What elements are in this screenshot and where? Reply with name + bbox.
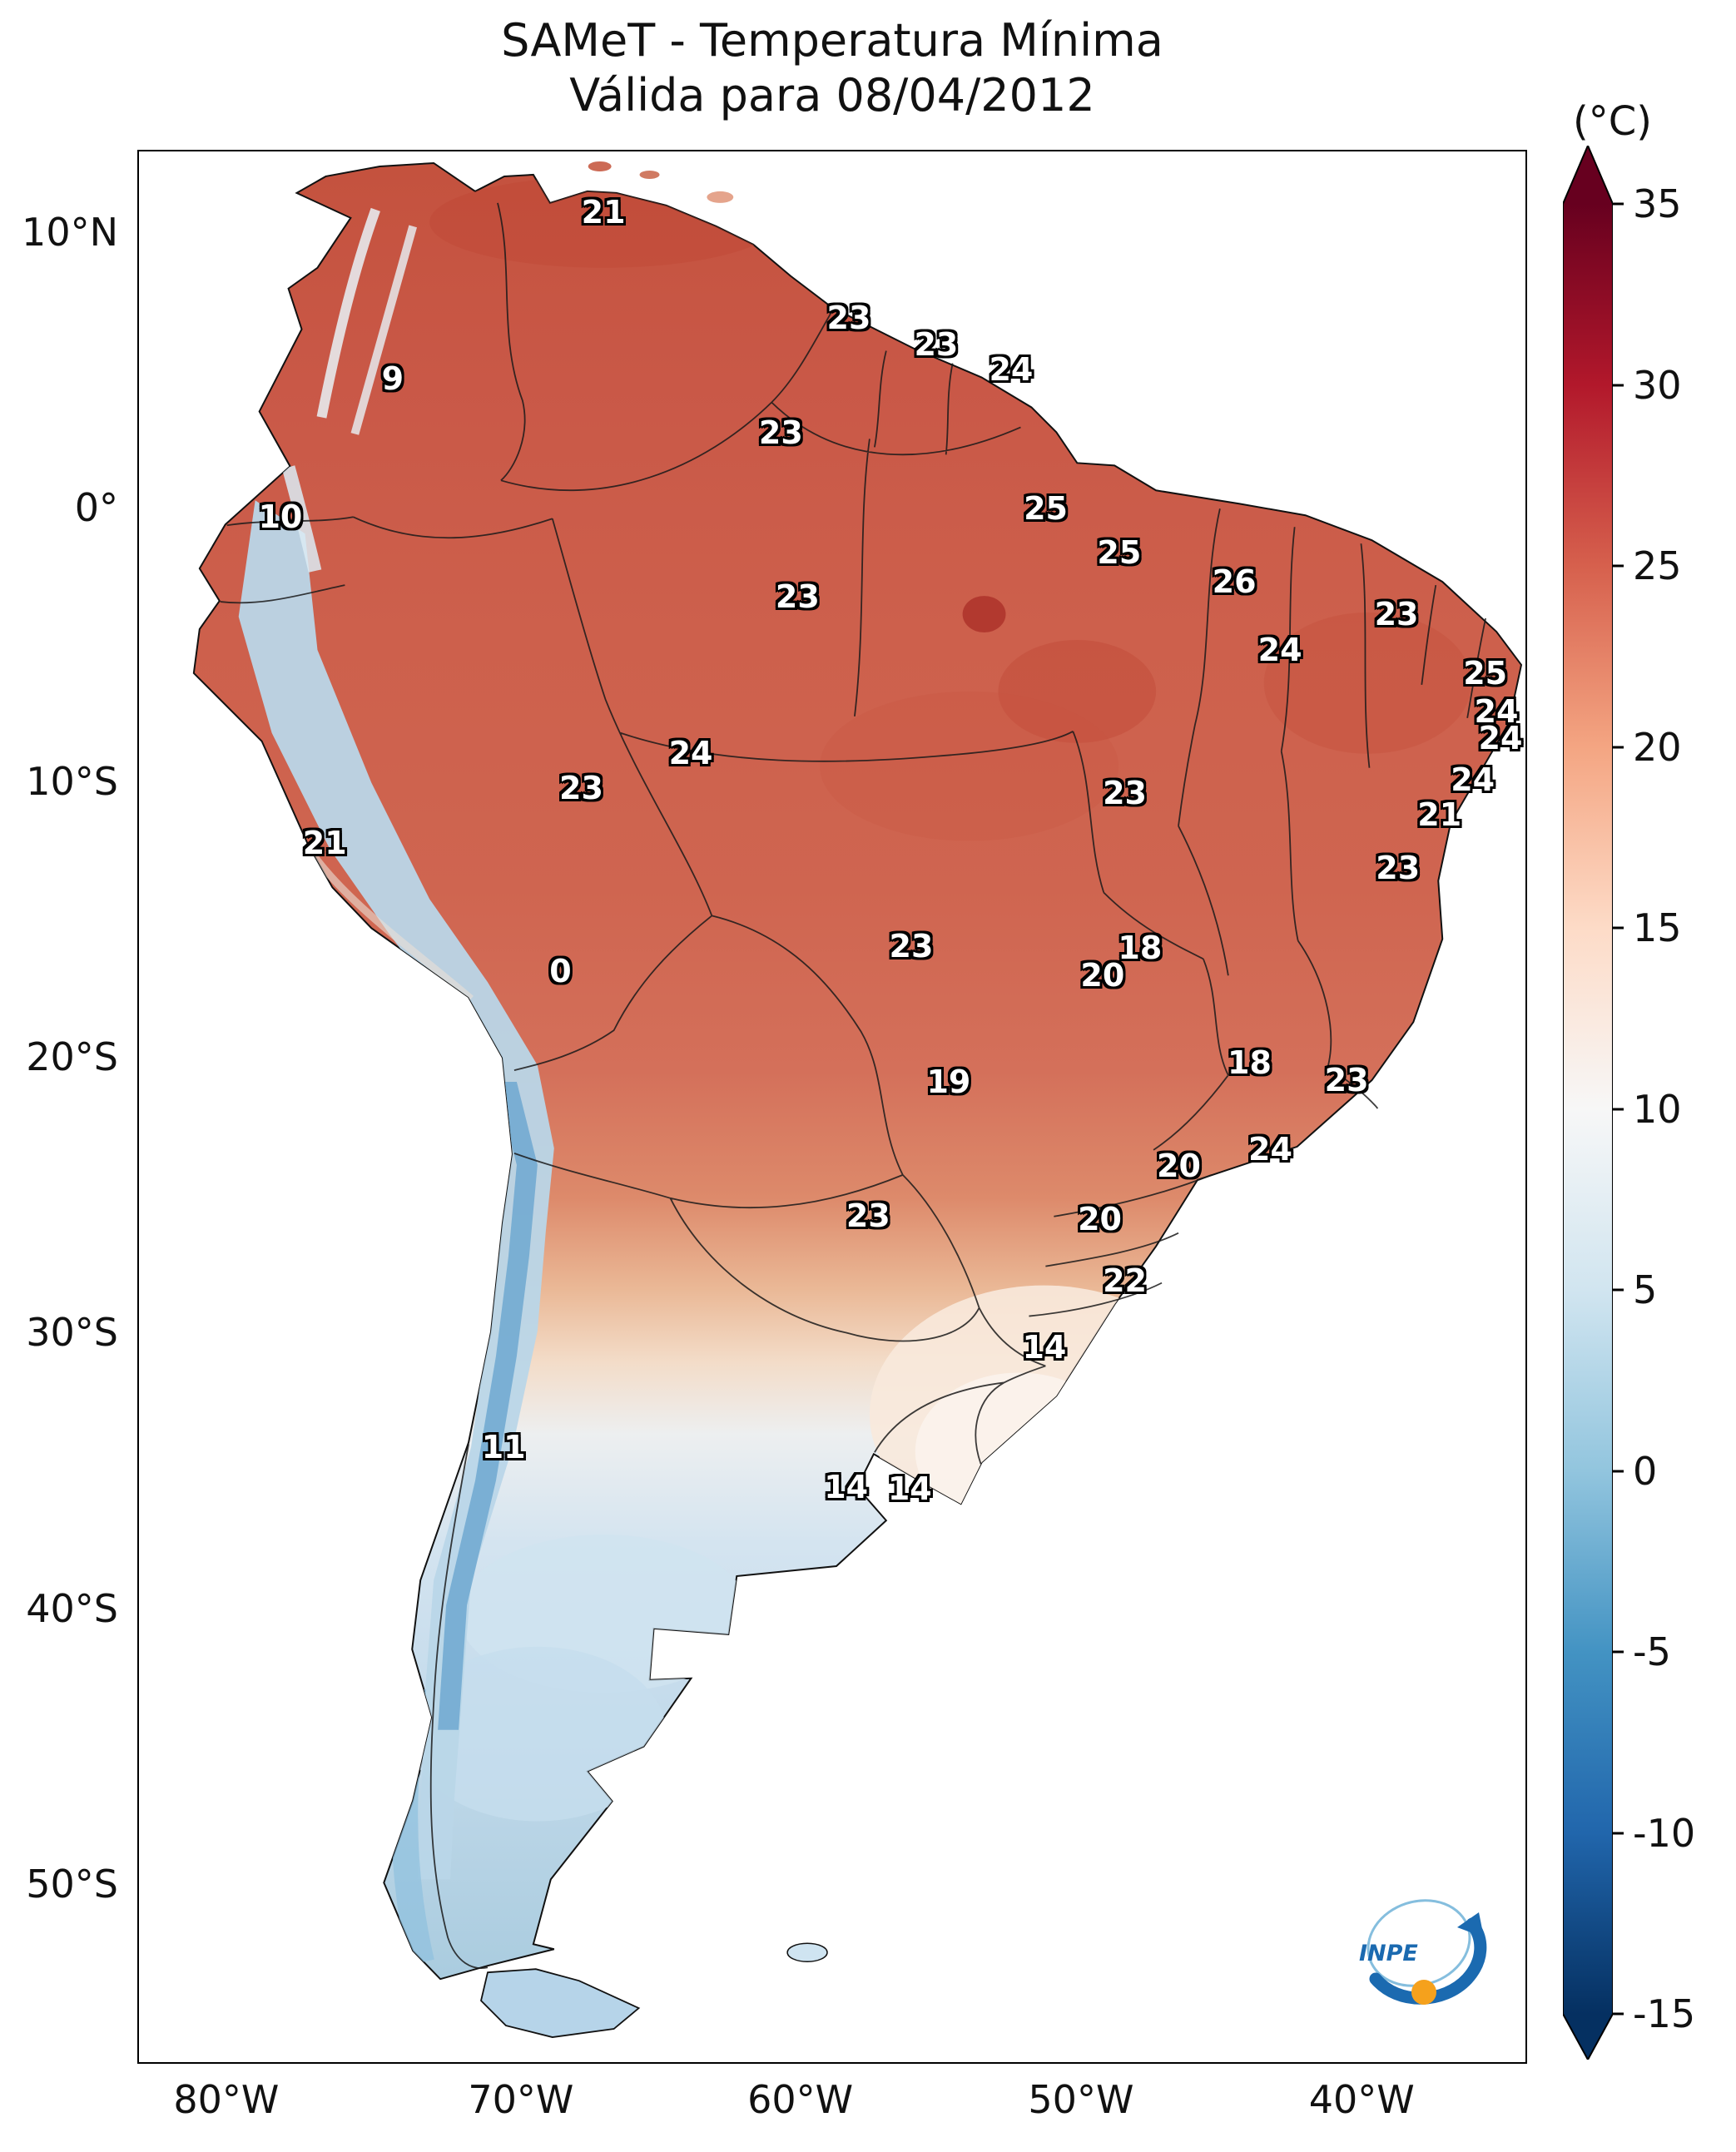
temperature-value-label: 23 bbox=[559, 769, 603, 806]
x-axis-tick-label: 50°W bbox=[1028, 2077, 1134, 2122]
inpe-arrow-swoosh bbox=[1369, 1917, 1487, 2005]
colorbar-tick-label: 25 bbox=[1633, 543, 1682, 588]
temperature-value-label: 18 bbox=[1118, 930, 1163, 967]
temperature-value-label: 11 bbox=[481, 1428, 526, 1465]
y-axis: 10°N 0° 10°S 20°S 30°S 40°S 50°S bbox=[0, 150, 125, 2064]
temperature-value-label: 20 bbox=[1078, 1201, 1122, 1238]
y-axis-tick-label: 20°S bbox=[26, 1034, 118, 1080]
temperature-value-label: 23 bbox=[1103, 775, 1147, 812]
political-borders bbox=[220, 202, 1486, 1969]
x-axis-tick-label: 60°W bbox=[747, 2077, 854, 2122]
colorbar-tick-mark bbox=[1613, 1650, 1624, 1654]
colorbar-tick-mark bbox=[1613, 202, 1624, 206]
temperature-value-label: 23 bbox=[1376, 850, 1421, 886]
colorbar-tick-mark bbox=[1613, 746, 1624, 748]
temperature-value-label: 24 bbox=[989, 350, 1034, 388]
colorbar-tick-mark bbox=[1613, 926, 1624, 930]
colorbar-tick-label: 0 bbox=[1633, 1448, 1658, 1494]
x-axis: 80°W 70°W 60°W 50°W 40°W bbox=[137, 2077, 1527, 2135]
colorbar-tick-mark bbox=[1613, 1288, 1624, 1292]
inpe-arrow-head bbox=[1457, 1912, 1484, 1937]
temperature-value-label: 22 bbox=[1103, 1262, 1147, 1299]
y-axis-tick-label: 50°S bbox=[26, 1861, 118, 1907]
colorbar-gradient bbox=[1563, 146, 1613, 2060]
caribbean-island bbox=[588, 161, 612, 171]
y-axis-tick-label: 10°S bbox=[26, 759, 118, 804]
temperature-value-label: 0 bbox=[549, 952, 572, 989]
colorbar-tick-mark bbox=[1613, 384, 1624, 386]
temperature-value-label: 18 bbox=[1228, 1044, 1272, 1082]
colorbar-tick-label: 5 bbox=[1633, 1267, 1658, 1312]
falkland-islands bbox=[786, 1942, 828, 1962]
temperature-value-label: 24 bbox=[1257, 632, 1302, 669]
x-axis-tick-label: 40°W bbox=[1308, 2077, 1415, 2122]
colorbar-tick-label: 15 bbox=[1633, 905, 1682, 950]
temperature-value-label: 21 bbox=[581, 194, 626, 231]
colorbar-tick-label: -5 bbox=[1633, 1629, 1671, 1674]
figure-title-line1: SAMeT - Temperatura Mínima bbox=[501, 14, 1163, 67]
temperature-value-label: 24 bbox=[1478, 719, 1523, 756]
colorbar: 35 30 25 20 15 10 5 0 -5 -10 -15 bbox=[1563, 146, 1736, 2060]
colorbar-unit-label: (°C) bbox=[1573, 98, 1652, 145]
temperature-value-label: 25 bbox=[1463, 654, 1508, 692]
inpe-orange-dot bbox=[1411, 1980, 1436, 2005]
temperature-value-label: 23 bbox=[1374, 595, 1419, 632]
temperature-value-label: 23 bbox=[914, 325, 959, 363]
y-axis-tick-label: 30°S bbox=[26, 1310, 118, 1356]
colorbar-tick-label: 20 bbox=[1633, 724, 1682, 770]
temperature-value-label: 21 bbox=[1417, 796, 1462, 833]
temperature-value-label: 23 bbox=[846, 1197, 890, 1234]
caribbean-island bbox=[639, 170, 660, 179]
map-plot: 21 23 23 24 9 23 25 10 25 26 23 23 24 25 24 24 24 23 24 23 2… bbox=[137, 150, 1527, 2064]
temperature-value-label: 19 bbox=[926, 1064, 971, 1101]
temperature-value-label: 23 bbox=[775, 578, 820, 615]
temperature-value-label: 23 bbox=[758, 414, 803, 451]
temperature-value-label: 23 bbox=[1324, 1061, 1369, 1098]
colorbar-tick-mark bbox=[1613, 1108, 1624, 1110]
temperature-value-label: 14 bbox=[887, 1470, 932, 1508]
temperature-value-label: 20 bbox=[1080, 956, 1125, 994]
temperature-value-label: 9 bbox=[381, 360, 404, 398]
y-axis-tick-label: 40°S bbox=[26, 1585, 118, 1631]
inpe-logo-text: INPE bbox=[1359, 1941, 1418, 1966]
temperature-value-label: 14 bbox=[1022, 1329, 1067, 1366]
temperature-value-label: 23 bbox=[889, 928, 934, 965]
caribbean-island bbox=[707, 191, 734, 203]
colorbar-tick-mark bbox=[1613, 1832, 1624, 1834]
temperature-value-label: 24 bbox=[1451, 761, 1495, 799]
tierra-del-fuego bbox=[480, 1968, 641, 2038]
temperature-value-label: 21 bbox=[302, 825, 347, 862]
colorbar-tick-label: 35 bbox=[1633, 181, 1682, 226]
temperature-value-label: 25 bbox=[1024, 490, 1069, 528]
x-axis-tick-label: 70°W bbox=[468, 2077, 574, 2122]
colorbar-tick-label: -10 bbox=[1633, 1810, 1696, 1856]
y-axis-tick-label: 0° bbox=[74, 485, 118, 531]
temperature-value-label: 20 bbox=[1157, 1148, 1201, 1185]
temperature-value-label: 14 bbox=[824, 1468, 869, 1505]
figure-title: SAMeT - Temperatura Mínima Válida para 0… bbox=[137, 13, 1527, 123]
continent-outline bbox=[192, 161, 1523, 1981]
inpe-logo: INPE bbox=[1359, 1899, 1487, 2005]
temperature-value-label: 25 bbox=[1097, 534, 1142, 572]
temperature-value-label: 24 bbox=[668, 735, 713, 772]
figure-title-line2: Válida para 08/04/2012 bbox=[569, 68, 1095, 121]
colorbar-tick-label: 30 bbox=[1633, 362, 1682, 408]
temperature-value-label: 10 bbox=[258, 498, 303, 535]
colorbar-tick-mark bbox=[1613, 564, 1624, 568]
colorbar-tick-mark bbox=[1613, 1470, 1624, 1472]
temperature-value-label: 24 bbox=[1474, 692, 1519, 730]
temperature-value-label: 24 bbox=[1248, 1130, 1292, 1168]
y-axis-tick-label: 10°N bbox=[22, 209, 118, 255]
colorbar-tick-label: 10 bbox=[1633, 1086, 1682, 1132]
temperature-value-label: 23 bbox=[826, 299, 871, 336]
colorbar-tick-mark bbox=[1613, 2012, 1624, 2016]
colorbar-tick-label: -15 bbox=[1633, 1991, 1696, 2036]
south-america-map bbox=[192, 161, 1523, 2038]
x-axis-tick-label: 80°W bbox=[173, 2077, 280, 2122]
temperature-value-label: 26 bbox=[1212, 563, 1257, 600]
